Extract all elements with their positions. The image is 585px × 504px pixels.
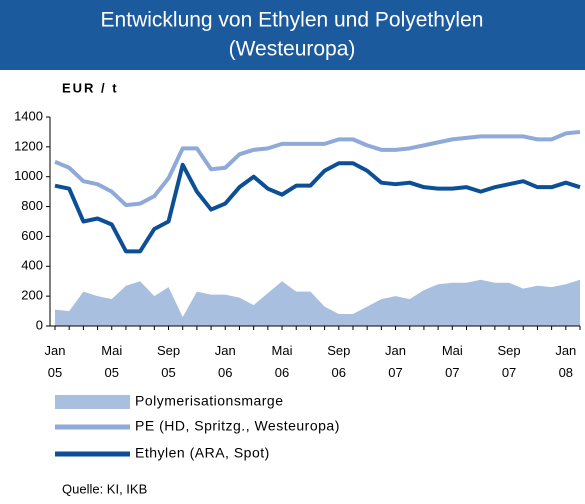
y-tick-label: 1200 [14, 138, 43, 153]
x-tick-label: Sep 05 [157, 343, 180, 380]
title-banner [0, 0, 585, 70]
legend-swatch [55, 395, 130, 409]
x-tick-label: Jan 05 [45, 343, 66, 380]
x-tick-label-line: 05 [105, 365, 119, 380]
x-tick-label: Jan 08 [555, 343, 576, 380]
x-tick-label-line: 07 [388, 365, 402, 380]
x-tick-label: Mai 07 [442, 343, 463, 380]
x-tick-label: Mai 06 [272, 343, 293, 380]
y-tick-label: 1400 [14, 108, 43, 123]
x-tick-label: Mai 05 [101, 343, 122, 380]
x-tick-label-line: Sep [327, 343, 350, 358]
chart-subtitle: (Westeuropa) [229, 38, 356, 61]
x-tick-label-line: Mai [101, 343, 122, 358]
x-tick-label-line: 06 [275, 365, 289, 380]
x-tick-label-line: Jan [555, 343, 576, 358]
x-tick-label-line: Jan [45, 343, 66, 358]
y-axis-label: EUR / t [62, 80, 119, 95]
x-tick-label: Jan 06 [215, 343, 236, 380]
source: Quelle: KI, IKB [62, 481, 147, 496]
x-tick-label-line: Jan [215, 343, 236, 358]
area [55, 279, 580, 326]
x-tick-label-line: Sep [157, 343, 180, 358]
x-tick-label-line: 06 [218, 365, 232, 380]
chart-title: Entwicklung von Ethylen und Polyethylen [101, 9, 484, 32]
legend-label: PE (HD, Spritzg., Westeuropa) [135, 418, 340, 434]
x-tick-label-line: Sep [497, 343, 520, 358]
y-tick-label: 600 [21, 228, 43, 243]
x-tick-label-line: Mai [442, 343, 463, 358]
line [54, 161, 581, 254]
x-tick-label-line: 07 [445, 365, 459, 380]
x-tick-label-line: 05 [161, 365, 175, 380]
y-tick-label: 400 [21, 258, 43, 273]
y-tick-label: 0 [36, 317, 43, 332]
x-tick-label-line: Mai [272, 343, 293, 358]
x-tick-label: Sep 06 [327, 343, 350, 380]
x-tick-label-line: 08 [559, 365, 573, 380]
x-tick-label: Sep 07 [497, 343, 520, 380]
x-tick-label: Jan 07 [385, 343, 406, 380]
x-tick-label-line: 07 [502, 365, 516, 380]
y-tick-label: 800 [21, 198, 43, 213]
x-tick-label-line: 05 [48, 365, 62, 380]
line [54, 129, 581, 208]
x-tick-label-line: Jan [385, 343, 406, 358]
legend-label: Polymerisationsmarge [135, 393, 284, 409]
legend-label: Ethylen (ARA, Spot) [135, 445, 270, 461]
y-tick-label: 200 [21, 288, 43, 303]
y-tick-label: 1000 [14, 168, 43, 183]
x-tick-label-line: 06 [332, 365, 346, 380]
